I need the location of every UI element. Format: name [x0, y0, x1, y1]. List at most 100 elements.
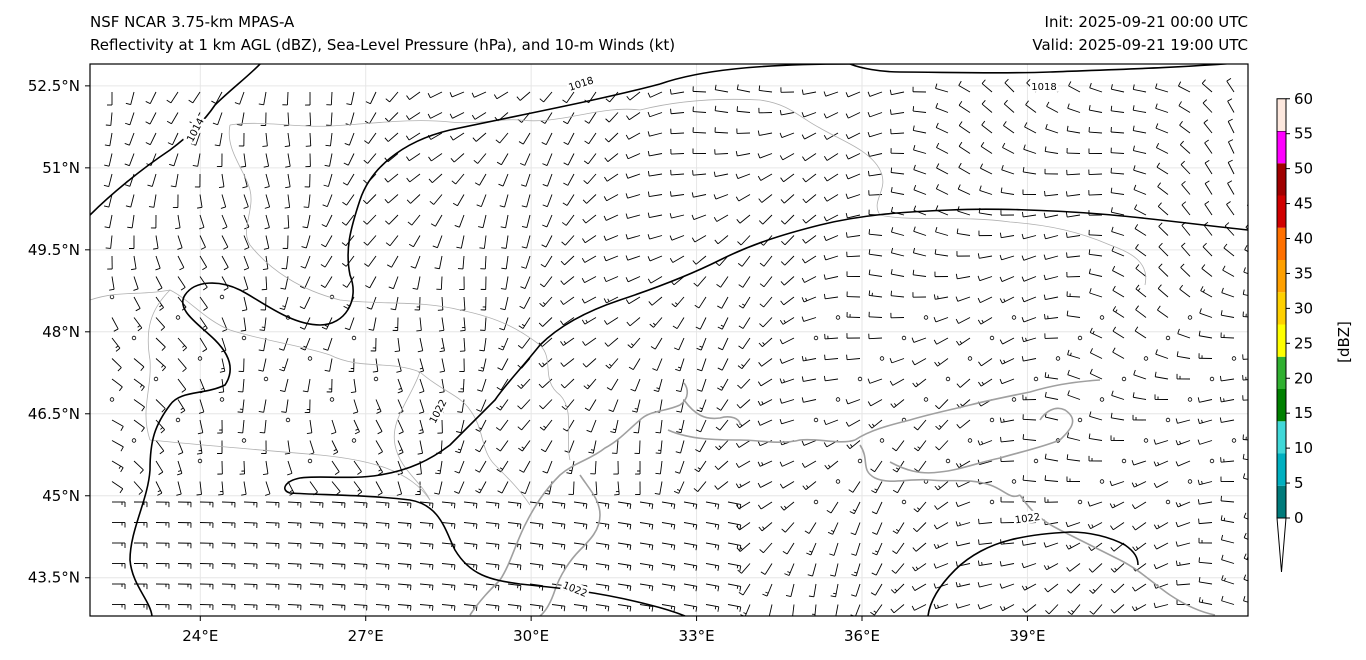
wind-barb	[955, 541, 971, 547]
wind-barb	[420, 625, 433, 631]
wind-barb	[111, 419, 124, 431]
wind-barb	[324, 358, 333, 372]
wind-barb	[366, 296, 377, 310]
wind-barb	[757, 130, 773, 136]
wind-barb	[539, 91, 553, 103]
wind-barb	[1132, 125, 1147, 134]
wind-barb	[464, 625, 477, 631]
wind-barb	[480, 317, 487, 331]
wind-barb	[331, 440, 339, 455]
wind-barb	[1220, 476, 1235, 483]
wind-barb	[1045, 123, 1059, 134]
wind-barb	[935, 103, 949, 113]
wind-barb	[1201, 79, 1213, 93]
wind-barb	[1000, 210, 1015, 216]
wind-barb	[956, 378, 971, 388]
wind-barb	[691, 192, 707, 198]
wind-barb	[670, 128, 685, 135]
wind-barb	[1131, 481, 1147, 488]
wind-barb	[913, 164, 927, 175]
wind-barb	[177, 563, 192, 569]
wind-barb	[199, 501, 214, 508]
wind-barb	[737, 358, 751, 370]
wind-barb	[560, 378, 575, 389]
wind-barb	[890, 646, 904, 653]
wind-barb	[221, 542, 236, 549]
wind-barb	[1110, 187, 1125, 195]
wind-barb	[478, 214, 487, 229]
wind-barb	[1219, 375, 1235, 382]
wind-barb	[1088, 268, 1103, 277]
wind-barb	[368, 317, 377, 331]
wind-barb	[155, 440, 165, 455]
wind-barb	[757, 399, 773, 406]
wind-barb	[890, 128, 905, 135]
wind-barb	[417, 337, 424, 353]
calm-wind-marker	[351, 438, 357, 443]
wind-barb	[397, 604, 412, 611]
wind-barb	[890, 290, 905, 298]
wind-barb	[736, 128, 751, 134]
wind-barb	[889, 378, 905, 386]
wind-barb	[581, 255, 597, 263]
wind-barb	[999, 296, 1015, 304]
wind-barb	[460, 317, 466, 332]
lat-tick-label: 48°N	[42, 323, 80, 341]
wind-barb	[1021, 317, 1037, 323]
colorbar-tick-label: 0	[1294, 509, 1304, 527]
wind-barb	[1249, 181, 1256, 195]
wind-barb	[1131, 604, 1147, 612]
wind-barb	[696, 337, 707, 351]
wind-barb	[156, 646, 169, 651]
wind-barb	[155, 255, 161, 271]
wind-barb	[1175, 521, 1191, 528]
wind-barb	[1004, 78, 1015, 93]
wind-barb	[112, 542, 126, 548]
wind-barb	[1179, 140, 1191, 154]
wind-barb	[758, 85, 773, 93]
wind-barb	[871, 563, 883, 576]
wind-barb	[112, 563, 126, 569]
wind-barb	[955, 481, 971, 488]
colorbar-segment	[1277, 292, 1286, 325]
wind-barb	[342, 194, 355, 206]
wind-barb	[1110, 522, 1125, 531]
wind-barb	[604, 132, 619, 143]
wind-barb	[303, 194, 311, 208]
wind-barb	[520, 276, 531, 289]
wind-barb	[331, 419, 337, 435]
wind-barb	[868, 269, 883, 277]
wind-barb	[611, 440, 619, 454]
wind-barb	[1110, 167, 1125, 175]
wind-barb	[221, 276, 229, 291]
wind-barb	[485, 604, 500, 611]
wind-barb	[542, 194, 553, 208]
wind-barb	[353, 481, 363, 496]
wind-barb	[933, 563, 949, 569]
wind-barb	[264, 173, 270, 189]
wind-barb	[304, 399, 311, 413]
wind-barb	[956, 228, 971, 236]
wind-barb	[1088, 563, 1103, 573]
wind-barb	[496, 399, 509, 411]
wind-barb	[639, 604, 654, 612]
wind-barb	[243, 542, 258, 549]
wind-barb	[588, 440, 597, 454]
wind-barb	[177, 522, 192, 528]
wind-barb	[625, 234, 641, 240]
wind-barb	[604, 173, 619, 182]
wind-barb	[128, 235, 135, 249]
wind-barb	[155, 317, 166, 331]
wind-barb	[979, 646, 992, 654]
wind-barb	[780, 214, 795, 225]
wind-barb	[1198, 596, 1213, 605]
wind-barb	[669, 235, 685, 241]
wind-barb	[958, 162, 971, 175]
wind-barb	[105, 112, 113, 126]
wind-barb	[199, 235, 206, 250]
wind-barb	[474, 460, 487, 473]
wind-barb	[1088, 169, 1103, 176]
wind-barb	[419, 399, 425, 414]
wind-barb	[1132, 542, 1147, 552]
wind-barb	[618, 646, 631, 653]
